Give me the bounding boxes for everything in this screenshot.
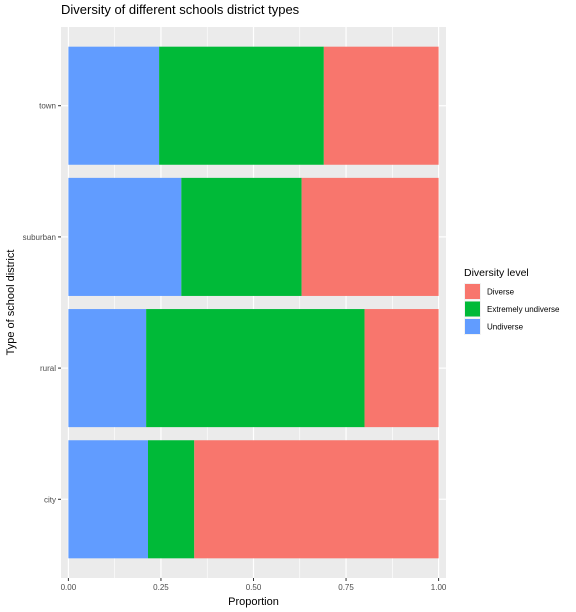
legend-key [465, 284, 480, 299]
bar-segment [147, 440, 195, 559]
y-tick-label: suburban [23, 233, 56, 242]
bars [68, 46, 439, 559]
y-tick-label: city [44, 495, 56, 504]
legend-title: Diversity level [464, 267, 529, 279]
bar-segment [159, 46, 324, 165]
legend: Diversity level Diverse Extremely undiver… [464, 267, 560, 335]
x-axis: 0.00 0.25 0.50 0.75 1.00 [61, 578, 447, 592]
legend-key [465, 319, 480, 334]
bar-segment [68, 309, 147, 428]
bar-segment [68, 46, 160, 165]
chart-title: Diversity of different schools district … [61, 2, 300, 17]
y-axis-title: Type of school district [5, 250, 17, 356]
bar-segment [68, 440, 148, 559]
legend-label: Undiverse [487, 323, 524, 332]
y-axis: city rural suburban town [23, 102, 61, 504]
x-tick-label: 1.00 [431, 583, 447, 592]
x-tick-label: 0.00 [61, 583, 77, 592]
x-tick-label: 0.25 [153, 583, 169, 592]
y-tick-label: town [39, 102, 56, 111]
bar-segment [68, 177, 182, 296]
x-axis-title: Proportion [228, 596, 279, 608]
bar-segment [323, 46, 439, 165]
bar-segment [146, 309, 365, 428]
legend-label: Diverse [487, 288, 515, 297]
legend-label: Extremely undiverse [487, 305, 560, 314]
bar-segment [301, 177, 439, 296]
bar-segment [194, 440, 439, 559]
bar-segment [364, 309, 439, 428]
bar-segment [181, 177, 302, 296]
x-tick-label: 0.75 [338, 583, 354, 592]
x-tick-label: 0.50 [246, 583, 262, 592]
y-tick-label: rural [40, 364, 56, 373]
legend-key [465, 301, 480, 317]
